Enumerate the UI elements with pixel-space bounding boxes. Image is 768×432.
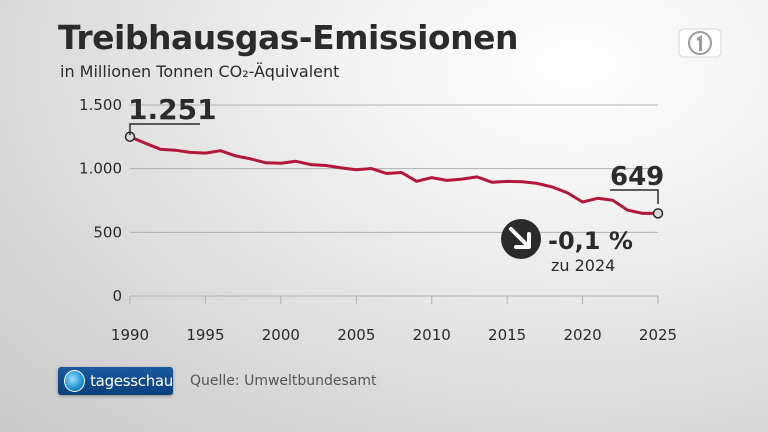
source-note: Quelle: Umweltbundesamt [190, 373, 377, 389]
x-tick-label: 2010 [413, 326, 451, 344]
chart-subtitle: in Millionen Tonnen CO₂-Äquivalent [60, 62, 340, 81]
y-tick-label: 1.000 [79, 160, 122, 178]
arrow-down-right-icon [501, 219, 541, 259]
end-value-label: 649 [610, 162, 664, 192]
ard-one-icon [678, 28, 722, 58]
y-tick-label: 1.500 [79, 96, 122, 114]
x-tick-label: 2005 [337, 326, 375, 344]
chart-title: Treibhausgas-Emissionen [58, 18, 518, 57]
y-tick-label: 500 [93, 223, 122, 241]
tagesschau-logo: tagesschau [58, 367, 173, 395]
change-note-label: zu 2024 [551, 256, 615, 275]
x-tick-label: 1990 [111, 326, 149, 344]
brand-label: tagesschau [90, 372, 173, 390]
series-line [128, 135, 660, 215]
globe-icon [64, 370, 86, 392]
x-tick-label: 1995 [186, 326, 224, 344]
y-tick-label: 0 [112, 287, 122, 305]
x-tick-label: 2000 [262, 326, 300, 344]
end-value-bracket [610, 189, 659, 204]
x-tick-label: 2020 [563, 326, 601, 344]
end-point-marker [652, 208, 664, 219]
x-tick-label: 2025 [639, 326, 677, 344]
start-value-bracket [129, 123, 200, 135]
start-value-label: 1.251 [128, 93, 217, 126]
x-tick-label: 2015 [488, 326, 526, 344]
change-value-label: -0,1 % [548, 227, 633, 255]
